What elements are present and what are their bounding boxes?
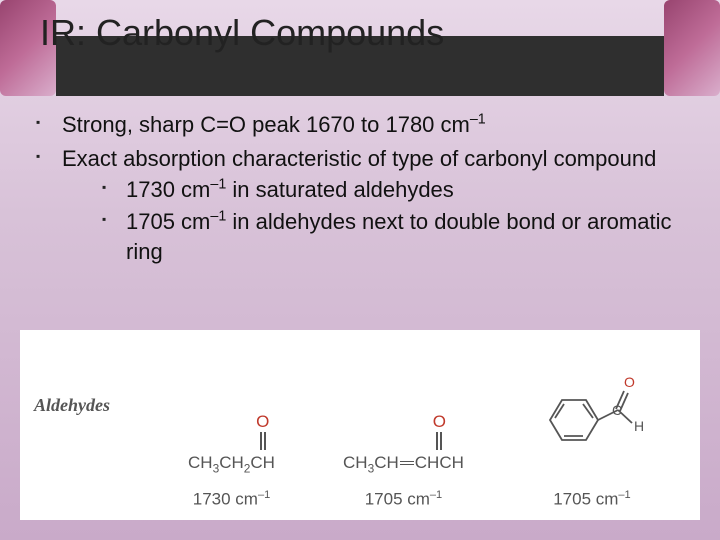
benzaldehyde-wavenumber: 1705 cm–1	[553, 489, 631, 510]
f1-b: CH	[219, 453, 244, 472]
decorative-flower-right	[664, 0, 720, 96]
content-area: Strong, sharp C=O peak 1670 to 1780 cm–1…	[30, 110, 690, 270]
molecule-crotonaldehyde: CH3CHOCHCH 1705 cm–1	[343, 375, 464, 510]
f2-c: CHCH	[415, 453, 464, 472]
wn3-val: 1705 cm	[553, 490, 618, 509]
sub-2-pre: 1705 cm	[126, 209, 210, 234]
wn3-sup: –1	[618, 489, 630, 501]
crotonaldehyde-wavenumber: 1705 cm–1	[365, 489, 443, 510]
bullet-2-text: Exact absorption characteristic of type …	[62, 146, 656, 171]
crotonaldehyde-formula: CH3CHOCHCH	[343, 375, 464, 475]
oxygen-label-2: O	[433, 412, 446, 431]
sub-1-post: in saturated aldehydes	[226, 177, 454, 202]
page-title: IR: Carbonyl Compounds	[40, 12, 444, 54]
molecules-row: CH3CH2OCH 1730 cm–1 CH3CHOCHCH 1705 cm–1	[154, 340, 686, 510]
benz-h-label: H	[634, 418, 644, 434]
propanal-oxygen: O	[243, 412, 283, 451]
wn2-val: 1705 cm	[365, 490, 430, 509]
bullet-1-sup: –1	[470, 112, 486, 128]
molecule-benzaldehyde: O H C 1705 cm–1	[532, 365, 652, 510]
f1-c: CH	[250, 453, 275, 472]
double-bond-icon	[260, 432, 266, 450]
propanal-wavenumber: 1730 cm–1	[193, 489, 271, 510]
sub-bullet-2: 1705 cm–1 in aldehydes next to double bo…	[62, 207, 690, 266]
bullet-1: Strong, sharp C=O peak 1670 to 1780 cm–1	[30, 110, 690, 140]
ch-double-bond-icon	[400, 461, 414, 465]
figure-area: Aldehydes CH3CH2OCH 1730 cm–1 CH3CHOCHCH	[20, 330, 700, 520]
bullet-1-text: Strong, sharp C=O peak 1670 to 1780 cm	[62, 112, 470, 137]
benz-c-label: C	[612, 402, 622, 418]
sub-bullet-list: 1730 cm–1 in saturated aldehydes 1705 cm…	[62, 175, 690, 266]
benzene-ring-icon	[550, 400, 598, 440]
f2-b: CH	[374, 453, 399, 472]
croton-oxygen: O	[419, 412, 459, 451]
ring-dbl-2	[583, 404, 593, 418]
wn2-sup: –1	[430, 489, 442, 501]
bullet-list: Strong, sharp C=O peak 1670 to 1780 cm–1…	[30, 110, 690, 266]
sub-1-pre: 1730 cm	[126, 177, 210, 202]
sub-1-sup: –1	[210, 177, 226, 193]
wn1-sup: –1	[258, 489, 270, 501]
benzaldehyde-svg: O H C	[532, 365, 652, 475]
sub-2-sup: –1	[210, 209, 226, 225]
sub-bullet-1: 1730 cm–1 in saturated aldehydes	[62, 175, 690, 205]
f1-a: CH	[188, 453, 213, 472]
bullet-2: Exact absorption characteristic of type …	[30, 144, 690, 267]
wn1-val: 1730 cm	[193, 490, 258, 509]
propanal-formula: CH3CH2OCH	[188, 375, 275, 475]
f1-s2: 2	[244, 461, 251, 475]
aldehydes-section-label: Aldehydes	[34, 395, 154, 416]
f2-dbl	[399, 453, 415, 472]
benzaldehyde-structure: O H C	[532, 365, 652, 475]
double-bond-icon-2	[436, 432, 442, 450]
f2-a: CH	[343, 453, 368, 472]
slide: IR: Carbonyl Compounds Strong, sharp C=O…	[0, 0, 720, 540]
oxygen-label-1: O	[256, 412, 269, 431]
benz-oxygen-label: O	[624, 374, 635, 390]
molecule-propanal: CH3CH2OCH 1730 cm–1	[188, 375, 275, 510]
